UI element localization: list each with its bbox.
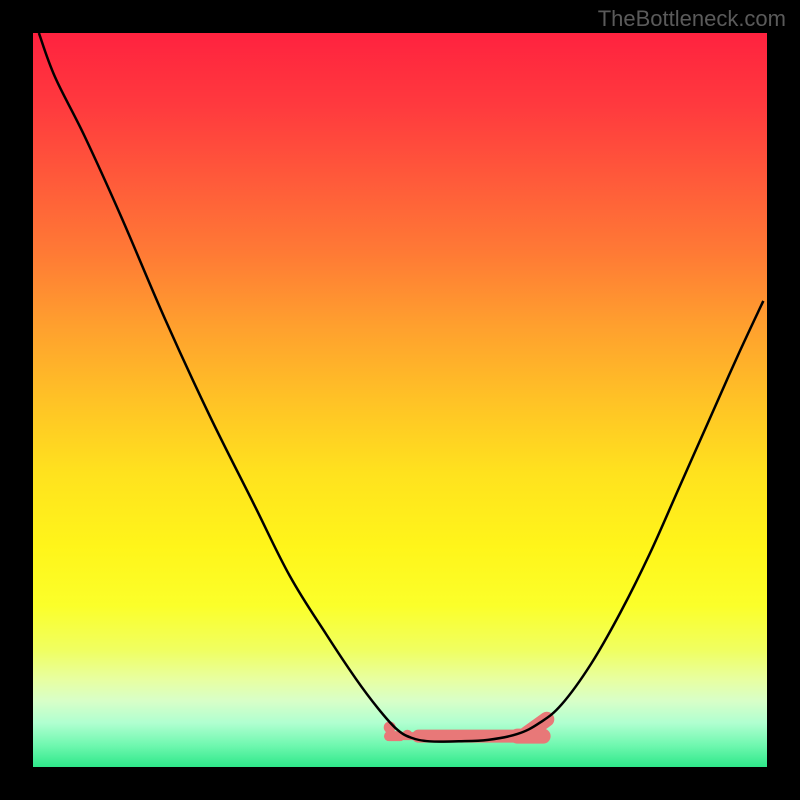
watermark-text: TheBottleneck.com [598, 6, 786, 32]
bottleneck-chart [33, 33, 767, 767]
chart-container [33, 33, 767, 767]
chart-background [33, 33, 767, 767]
